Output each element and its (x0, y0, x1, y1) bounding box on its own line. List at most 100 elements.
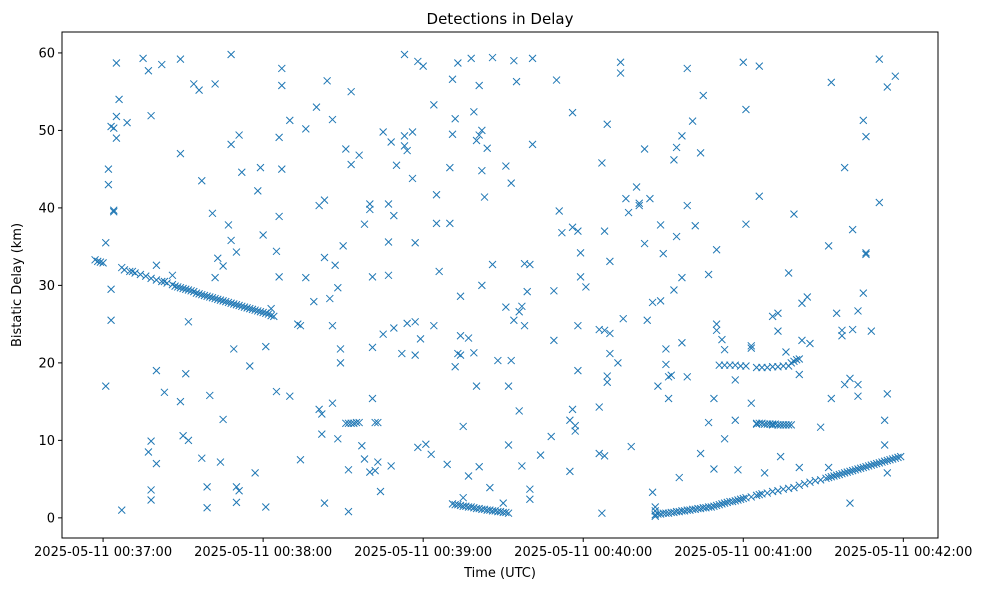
data-point (176, 283, 185, 292)
data-point (752, 491, 761, 500)
data-point (325, 294, 334, 303)
data-point (867, 461, 876, 470)
data-point (195, 290, 203, 298)
data-point (205, 391, 214, 400)
data-point (526, 260, 534, 269)
data-point (747, 344, 756, 353)
data-point (600, 326, 609, 335)
data-point (173, 283, 182, 291)
data-point (112, 134, 121, 143)
data-point (728, 497, 737, 506)
data-point (803, 293, 812, 301)
data-point (331, 261, 340, 270)
data-point (790, 210, 798, 218)
data-point (451, 114, 460, 123)
data-point (736, 495, 745, 504)
data-point (731, 416, 740, 425)
data-point (107, 285, 115, 294)
data-point (245, 304, 254, 313)
data-point (478, 166, 486, 175)
data-point (427, 450, 436, 459)
data-point (806, 339, 814, 348)
data-point (848, 325, 857, 334)
data-point (256, 307, 265, 316)
data-point (317, 410, 326, 418)
data-point (93, 257, 102, 266)
data-point (696, 449, 705, 458)
data-point (747, 341, 756, 350)
data-point (504, 509, 513, 518)
data-point (720, 434, 729, 443)
data-point (830, 472, 838, 480)
data-point (456, 351, 465, 359)
data-point (368, 273, 377, 281)
data-point (824, 473, 833, 482)
chart-title: Detections in Delay (427, 10, 574, 28)
data-point (622, 194, 630, 203)
data-point (603, 372, 612, 380)
data-point (296, 321, 305, 330)
data-point (139, 54, 147, 63)
data-point (816, 423, 825, 432)
data-point (742, 220, 750, 229)
data-point (846, 467, 854, 476)
data-point (835, 470, 844, 479)
data-point (848, 225, 857, 234)
data-point (432, 219, 441, 228)
data-point (315, 405, 323, 414)
data-point (448, 130, 457, 139)
data-point (480, 193, 489, 201)
data-point (504, 382, 513, 390)
data-point (683, 372, 692, 381)
data-point (494, 356, 502, 365)
data-point (782, 348, 790, 356)
data-point (379, 330, 388, 339)
data-point (389, 324, 398, 332)
data-point (600, 452, 609, 460)
data-point (896, 452, 905, 461)
data-point (768, 421, 777, 429)
x-axis-label: Time (UTC) (463, 566, 536, 581)
data-point (267, 311, 275, 320)
data-point (470, 107, 478, 116)
data-point (792, 355, 801, 364)
data-point (347, 87, 356, 96)
data-point (574, 366, 582, 375)
data-point (488, 260, 497, 269)
data-point (720, 345, 729, 354)
data-point (101, 238, 110, 247)
data-point (739, 58, 748, 67)
data-point (411, 317, 420, 326)
data-point (646, 194, 654, 203)
data-point (237, 168, 246, 177)
data-point (568, 108, 577, 117)
data-point (555, 207, 564, 215)
data-point (475, 131, 484, 139)
x-tick-label: 2025-05-11 00:40:00 (514, 545, 652, 560)
data-point (181, 369, 190, 378)
data-point (379, 128, 388, 136)
data-point (411, 351, 420, 359)
data-point (192, 289, 201, 297)
data-point (365, 200, 374, 208)
data-point (301, 273, 310, 282)
data-point (464, 472, 473, 480)
data-point (774, 486, 782, 495)
y-axis-ticks: 0 10 20 30 40 50 60 (38, 46, 62, 526)
data-point (341, 145, 350, 153)
data-point (475, 81, 484, 90)
data-point (157, 60, 166, 69)
data-point (742, 362, 750, 370)
data-point (747, 493, 756, 501)
y-tick-label: 0 (47, 511, 55, 526)
data-point (670, 286, 678, 294)
data-point (678, 131, 686, 140)
data-point (312, 103, 321, 112)
data-point (454, 500, 462, 509)
data-point (840, 163, 849, 172)
data-point (838, 469, 846, 478)
data-point (683, 201, 692, 210)
data-point (472, 136, 481, 145)
data-point (176, 149, 185, 158)
